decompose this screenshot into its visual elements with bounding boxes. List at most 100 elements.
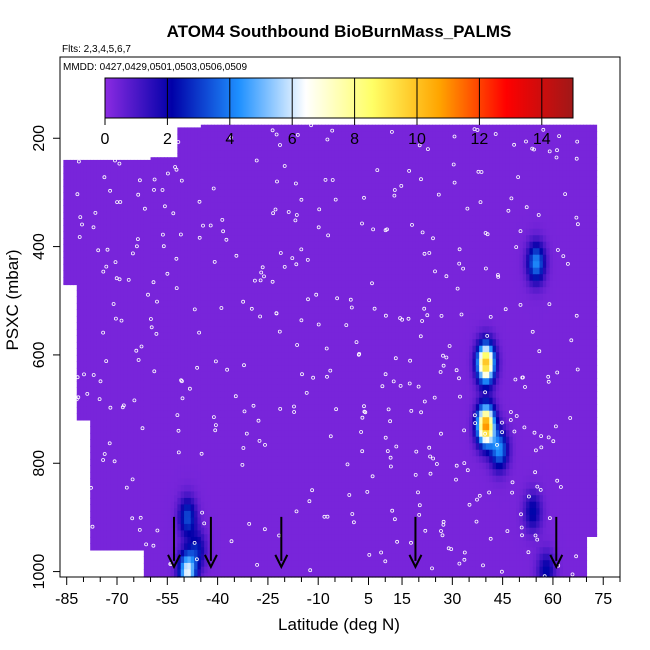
heatmap-cell [174,547,178,555]
heatmap-cell [187,419,192,428]
heatmap-cell [241,365,246,373]
heatmap-cell [80,276,85,285]
heatmap-cell [281,202,286,210]
heatmap-cell [106,348,111,356]
heatmap-cell [143,283,148,291]
heatmap-cell [130,309,135,317]
heatmap-cell [304,339,309,347]
heatmap-cell [190,549,195,558]
heatmap-cell [163,332,168,340]
heatmap-cell [174,488,178,496]
heatmap-cell [63,192,68,200]
heatmap-cell [294,313,299,321]
heatmap-cell [281,131,286,139]
heatmap-cell [314,521,319,529]
heatmap-cell [93,413,98,421]
heatmap-cell [217,319,222,327]
heatmap-cell [160,462,165,470]
heatmap-cell [160,183,165,191]
heatmap-cell [291,378,296,386]
heatmap-cell [180,445,185,454]
heatmap-cell [261,443,266,451]
heatmap-cell [227,540,232,548]
heatmap-cell [264,527,269,535]
heatmap-cell [210,488,215,496]
heatmap-cell [234,131,239,139]
heatmap-cell [127,504,132,512]
heatmap-cell [217,371,222,379]
heatmap-cell [284,573,289,578]
heatmap-cell [167,482,172,490]
heatmap-cell [110,400,115,408]
heatmap-cell [117,166,121,174]
heatmap-cell [150,553,155,561]
heatmap-cell [274,170,279,178]
heatmap-cell [133,341,138,350]
heatmap-cell [127,543,132,551]
heatmap-cell [83,289,88,298]
heatmap-cell [291,410,296,418]
heatmap-cell [143,192,148,200]
heatmap-cell [207,170,212,178]
heatmap-cell [100,471,105,480]
heatmap-cell [76,361,81,369]
heatmap-cell [180,432,185,441]
heatmap-cell [314,540,319,548]
heatmap-cell [200,352,205,360]
heatmap-cell [70,205,75,213]
heatmap-cell [294,137,299,145]
heatmap-cell [311,267,316,275]
heatmap-cell [321,176,326,184]
heatmap-cell [200,183,205,191]
heatmap-cell [281,566,286,574]
heatmap-cell [137,471,142,480]
heatmap-cell [304,209,309,217]
heatmap-cell [277,462,282,470]
heatmap-cell [214,397,219,405]
heatmap-cell [318,196,323,204]
heatmap-cell [267,300,272,308]
heatmap-cell [261,326,266,334]
heatmap-cell [137,530,142,538]
heatmap-cell [281,345,286,353]
heatmap-cell [210,124,215,132]
heatmap-cell [83,341,88,350]
heatmap-cell [96,192,101,200]
heatmap-cell [231,261,235,269]
heatmap-cell [257,371,262,379]
heatmap-cell [251,287,256,295]
heatmap-cell [291,521,296,529]
heatmap-cell [90,374,95,382]
heatmap-cell [288,332,292,340]
heatmap-cell [110,289,115,298]
heatmap-cell [257,469,262,477]
heatmap-cell [308,215,313,223]
heatmap-cell [304,235,309,243]
heatmap-cell [274,397,279,405]
heatmap-cell [167,280,172,288]
heatmap-cell [123,517,128,525]
heatmap-cell [133,478,138,486]
heatmap-cell [304,521,309,529]
heatmap-cell [244,443,249,451]
heatmap-cell [113,192,118,200]
heatmap-cell [133,510,138,519]
heatmap-cell [143,556,148,564]
heatmap-cell [231,215,235,223]
heatmap-cell [224,176,229,184]
heatmap-cell [174,267,178,275]
heatmap-cell [106,361,111,369]
heatmap-cell [271,267,276,275]
heatmap-cell [271,313,276,321]
heatmap-cell [110,517,115,525]
heatmap-cell [140,328,145,337]
heatmap-cell [274,345,279,353]
heatmap-cell [170,553,175,561]
heatmap-cell [204,365,209,373]
heatmap-cell [113,543,118,551]
heatmap-cell [261,339,266,347]
heatmap-cell [63,283,68,286]
heatmap-cell [298,339,303,347]
heatmap-cell [150,254,155,262]
heatmap-cell [133,302,138,311]
